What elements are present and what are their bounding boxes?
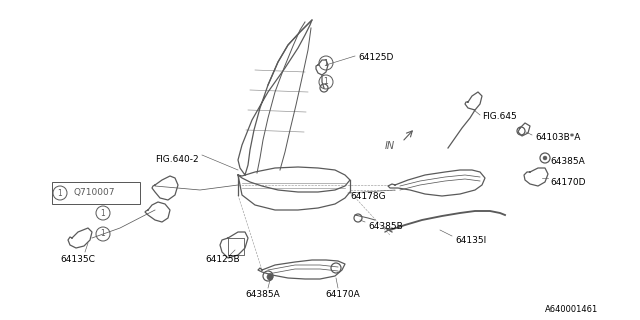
Text: Q710007: Q710007 — [74, 188, 115, 197]
Text: 64135I: 64135I — [455, 236, 486, 245]
Text: 1: 1 — [100, 209, 106, 218]
Circle shape — [267, 274, 273, 280]
Text: 1: 1 — [324, 77, 328, 86]
Text: 1: 1 — [324, 59, 328, 68]
Text: 1: 1 — [100, 229, 106, 238]
Text: 64135C: 64135C — [60, 255, 95, 264]
Text: IN: IN — [385, 141, 395, 151]
Text: 64385B: 64385B — [368, 222, 403, 231]
Text: FIG.640-2: FIG.640-2 — [155, 155, 198, 164]
Text: FIG.645: FIG.645 — [482, 112, 516, 121]
Bar — [52, 182, 140, 204]
Text: 64385A: 64385A — [245, 290, 280, 299]
Text: 64385A: 64385A — [550, 157, 585, 166]
Text: 64170D: 64170D — [550, 178, 586, 187]
Text: 64178G: 64178G — [350, 192, 386, 201]
Circle shape — [543, 156, 547, 160]
Text: A640001461: A640001461 — [545, 305, 598, 314]
Text: 64170A: 64170A — [325, 290, 360, 299]
Text: 64103B*A: 64103B*A — [535, 133, 580, 142]
Text: 64125D: 64125D — [358, 53, 394, 62]
Text: 64125B: 64125B — [205, 255, 239, 264]
Text: 1: 1 — [58, 188, 62, 197]
